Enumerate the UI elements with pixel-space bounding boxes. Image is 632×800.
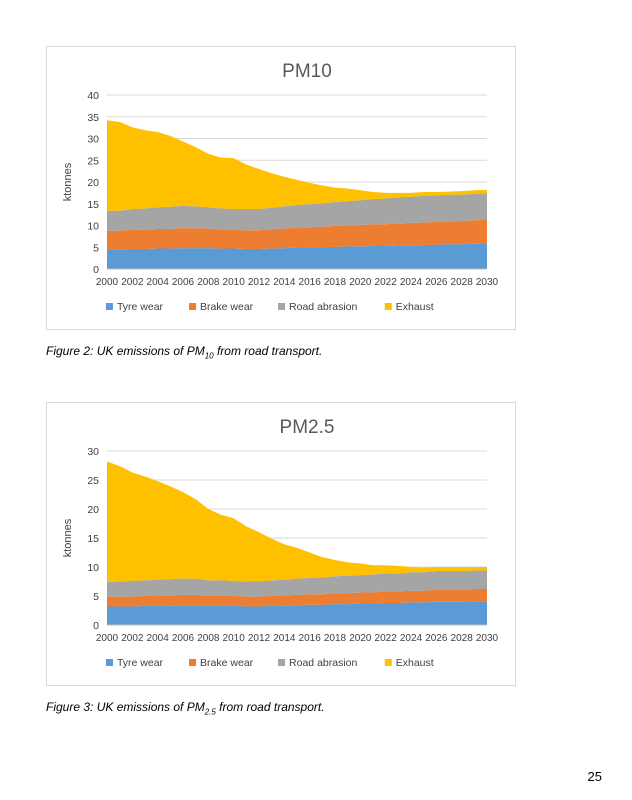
chart-pm10: PM10 0 5 10 15 20 25 30 35 40 ktonnes 2000 2002 2004 2… — [46, 46, 516, 330]
x-tick-label: 2024 — [400, 633, 423, 644]
x-tick-label: 2026 — [425, 633, 448, 644]
y-tick-label: 40 — [87, 90, 99, 102]
legend-label-exhaust: Exhaust — [396, 657, 434, 669]
x-tick-label: 2002 — [121, 277, 144, 288]
y-tick-label: 30 — [87, 134, 99, 146]
legend-label-exhaust: Exhaust — [396, 301, 434, 313]
caption-suffix: from road transport. — [215, 700, 325, 714]
chart-title: PM2.5 — [280, 417, 335, 438]
x-tick-label: 2030 — [476, 277, 499, 288]
x-tick-label: 2006 — [172, 633, 195, 644]
caption-subscript: 2.5 — [204, 707, 216, 717]
legend-label-road-abrasion: Road abrasion — [289, 301, 357, 313]
x-tick-label: 2008 — [197, 633, 220, 644]
chart-pm25-svg: PM2.5 0 5 10 15 20 25 30 ktonnes 2000 2002 2004 2006… — [62, 417, 499, 669]
y-tick-label: 20 — [87, 177, 99, 189]
area-series-road-abrasion — [107, 570, 487, 597]
legend-swatch-exhaust — [384, 303, 392, 310]
y-tick-label: 15 — [87, 199, 99, 211]
x-tick-label: 2022 — [375, 633, 398, 644]
x-tick-label: 2000 — [96, 633, 119, 644]
area-series-exhaust — [107, 120, 487, 211]
legend-swatch-brake-wear — [189, 303, 197, 310]
x-tick-label: 2014 — [273, 633, 296, 644]
legend-swatch-brake-wear — [189, 659, 197, 666]
y-tick-label: 0 — [93, 264, 99, 276]
chart-pm25: PM2.5 0 5 10 15 20 25 30 ktonnes 2000 2002 2004 2006… — [46, 402, 516, 686]
y-tick-label: 10 — [87, 221, 99, 233]
x-tick-label: 2008 — [197, 277, 220, 288]
x-tick-label: 2012 — [248, 633, 271, 644]
area-series-tyre-wear — [107, 601, 487, 625]
x-tick-label: 2006 — [172, 277, 195, 288]
y-tick-label: 25 — [87, 475, 99, 487]
x-tick-label: 2012 — [248, 277, 271, 288]
y-tick-label: 35 — [87, 112, 99, 124]
x-tick-label: 2020 — [349, 633, 372, 644]
x-tick-label: 2030 — [476, 633, 499, 644]
x-tick-label: 2016 — [299, 277, 322, 288]
legend-label-tyre-wear: Tyre wear — [117, 657, 164, 669]
y-tick-label: 5 — [93, 242, 99, 254]
x-tick-label: 2002 — [121, 633, 144, 644]
caption-prefix: Figure 2: UK emissions of PM — [46, 344, 205, 358]
y-tick-label: 20 — [87, 504, 99, 516]
x-tick-label: 2004 — [147, 633, 170, 644]
x-tick-label: 2010 — [223, 633, 246, 644]
x-tick-label: 2028 — [451, 633, 474, 644]
legend-swatch-exhaust — [384, 659, 392, 666]
legend-label-road-abrasion: Road abrasion — [289, 657, 357, 669]
legend-swatch-tyre-wear — [105, 303, 113, 310]
x-tick-label: 2022 — [375, 277, 398, 288]
legend-swatch-tyre-wear — [105, 659, 113, 666]
x-tick-label: 2018 — [324, 633, 347, 644]
x-tick-label: 2026 — [425, 277, 448, 288]
x-tick-label: 2018 — [324, 277, 347, 288]
legend-label-tyre-wear: Tyre wear — [117, 301, 164, 313]
chart-title: PM10 — [282, 61, 332, 82]
y-tick-label: 15 — [87, 533, 99, 545]
area-series-brake-wear — [107, 589, 487, 607]
page-number: 25 — [587, 769, 602, 784]
legend-label-brake-wear: Brake wear — [200, 301, 254, 313]
caption-subscript: 10 — [204, 351, 214, 361]
x-tick-label: 2010 — [223, 277, 246, 288]
y-axis-label: ktonnes — [62, 162, 74, 201]
y-tick-label: 10 — [87, 562, 99, 574]
x-tick-label: 2024 — [400, 277, 423, 288]
x-tick-label: 2020 — [349, 277, 372, 288]
x-tick-label: 2014 — [273, 277, 296, 288]
y-tick-label: 0 — [93, 620, 99, 632]
area-series-tyre-wear — [107, 243, 487, 269]
legend-label-brake-wear: Brake wear — [200, 657, 254, 669]
figure-3-caption: Figure 3: UK emissions of PM2.5 from roa… — [46, 700, 325, 716]
caption-prefix: Figure 3: UK emissions of PM — [46, 700, 205, 714]
y-tick-label: 5 — [93, 591, 99, 603]
x-tick-label: 2016 — [299, 633, 322, 644]
y-tick-label: 30 — [87, 446, 99, 458]
area-series-road-abrasion — [107, 193, 487, 231]
caption-suffix: from road transport. — [213, 344, 323, 358]
y-tick-label: 25 — [87, 155, 99, 167]
figure-2-caption: Figure 2: UK emissions of PM10 from road… — [46, 344, 322, 360]
legend-swatch-road-abrasion — [278, 303, 286, 310]
x-tick-label: 2028 — [451, 277, 474, 288]
x-tick-label: 2004 — [147, 277, 170, 288]
legend-swatch-road-abrasion — [278, 659, 286, 666]
area-series-brake-wear — [107, 219, 487, 250]
y-axis-label: ktonnes — [62, 518, 74, 557]
x-tick-label: 2000 — [96, 277, 119, 288]
area-series-exhaust — [107, 461, 487, 583]
